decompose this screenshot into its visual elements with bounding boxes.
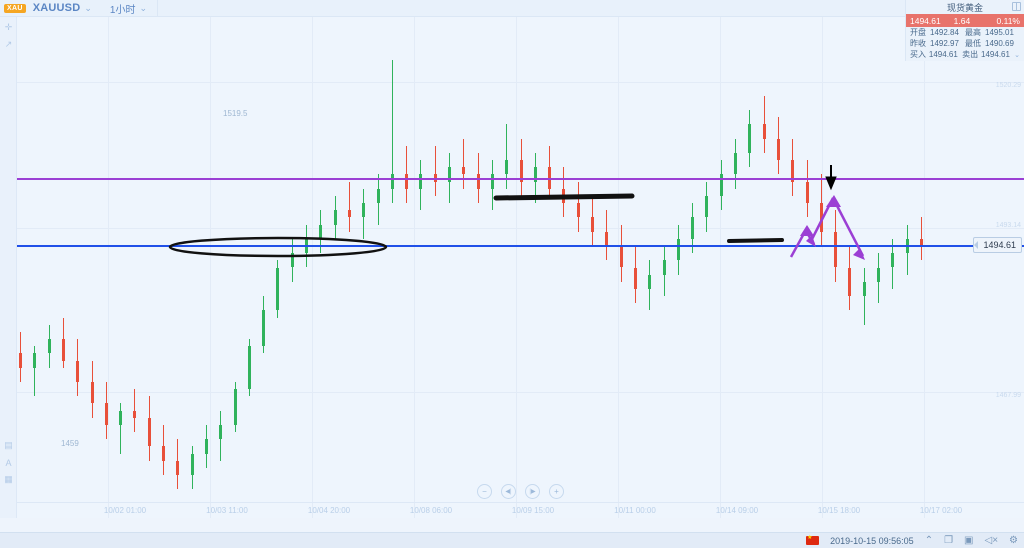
timeframe-chevron-down-icon[interactable]: ⌄ [139,2,147,13]
chart-navigation-buttons: − ◀| |▶ + [17,484,1024,499]
quote-ask-label: 卖出 [962,50,979,59]
gridline-vertical [618,17,619,518]
quote-open-value: 1492.84 [930,28,959,37]
hand-drawn-annotations [168,165,865,260]
quote-row-open-high: 开盘 1492.84 最高 1495.01 [906,27,1024,38]
quote-prevclose-label: 昨收 [910,39,926,48]
quote-low-value: 1490.69 [985,39,1014,48]
price-axis[interactable]: 1520.29 1493.14 1467.99 1494.61 [968,17,1024,518]
chart-toolbar: XAU XAUUSD ⌄ 1小时 ⌄ [0,0,1024,17]
status-bar: 2019-10-15 09:56:05 ⌃ ❐ ▣ ◁× ⚙ [0,532,1024,548]
cn-flag-icon [806,534,820,545]
window-icon[interactable]: ❐ [944,534,954,546]
panel-toggle-icon[interactable] [1012,2,1021,11]
quote-change: 1.64 [953,15,971,26]
time-axis-label: 10/14 09:00 [715,506,759,515]
gridline-vertical [414,17,415,518]
drawing-tools-rail: ✛ ↗ ▤ A ▦ [0,17,17,518]
settings-gear-icon[interactable]: ⚙ [1009,534,1018,546]
quote-row-bid-ask: 买入 1494.61 卖出 1494.61 ⌄ [906,49,1024,60]
speaker-mute-icon[interactable]: ◁× [984,534,999,546]
bearish-marker-arrow [825,165,837,191]
quote-high-label: 最高 [965,28,981,37]
resistance-line[interactable] [17,178,1024,181]
symbol-badge: XAU [4,3,26,13]
quote-last-price: 1494.61 [910,15,941,26]
crosshair-icon[interactable]: ✛ [4,22,13,32]
time-axis[interactable]: 10/02 01:00 10/03 11:00 10/04 20:00 10/0… [17,502,1024,518]
quote-expand-chevron-icon[interactable]: ⌄ [1014,51,1020,59]
quote-header: 现货黄金 [906,0,1024,14]
gridline-horizontal [17,392,1024,393]
measure-icon[interactable]: ▦ [4,474,13,484]
time-axis-label: 10/09 15:00 [511,506,555,515]
price-axis-label: 1520.29 [995,82,1021,89]
scroll-back-button[interactable]: ◀| [501,484,516,499]
gridline-vertical [312,17,313,518]
time-axis-label: 10/03 11:00 [206,506,248,515]
time-axis-label: 10/11 00:00 [614,506,656,515]
zoom-out-button[interactable]: − [477,484,492,499]
trendline-icon[interactable]: ↗ [4,39,13,49]
quote-high-value: 1495.01 [985,28,1014,37]
chart-plot-area[interactable]: 1519.5 1459 [17,17,1024,518]
price-axis-label: 1493.14 [995,222,1021,229]
time-axis-label: 10/02 01:00 [103,506,147,515]
quote-bid-value: 1494.61 [928,50,958,59]
time-axis-label: 10/17 02:00 [919,506,963,515]
status-expand-caret-icon[interactable]: ⌃ [924,534,934,546]
gridline-vertical [516,17,517,518]
quote-title: 现货黄金 [946,2,983,13]
quote-change-percent: 0.11% [996,15,1020,26]
gridline-vertical [924,17,925,518]
price-axis-label: 1467.99 [995,392,1021,399]
time-axis-label: 10/04 20:00 [307,506,351,515]
time-axis-label: 10/15 18:00 [817,506,861,515]
timeframe-label[interactable]: 1小时 [109,4,136,16]
current-price-tag: 1494.61 [973,237,1022,253]
gridline-vertical [210,17,211,518]
gridline-vertical [822,17,823,518]
toolbar-divider [157,0,158,17]
rail-bottom-group: ▤ A ▦ [0,437,17,488]
quote-row-prevclose-low: 昨收 1492.97 最低 1490.69 [906,38,1024,49]
time-axis-label: 10/08 06:00 [409,506,453,515]
indicator-icon[interactable]: ▤ [4,440,13,450]
quote-panel: 现货黄金 1494.61 1.64 0.11% 开盘 1492.84 最高 14… [905,0,1024,61]
status-datetime: 2019-10-15 09:56:05 [830,535,914,546]
scroll-forward-button[interactable]: |▶ [525,484,540,499]
quote-prevclose-value: 1492.97 [930,39,959,48]
gridline-vertical [720,17,721,518]
symbol-name[interactable]: XAUUSD [32,2,81,14]
gridline-horizontal [17,228,1024,229]
zoom-in-button[interactable]: + [549,484,564,499]
rail-top-group: ✛ ↗ [0,19,17,53]
text-tool-icon[interactable]: A [5,457,12,468]
quote-bid-label: 买入 [910,50,926,59]
support-line[interactable] [17,245,1024,248]
gridline-vertical [108,17,109,518]
quote-open-label: 开盘 [910,28,926,37]
period-low-label: 1459 [61,439,79,448]
camera-icon[interactable]: ▣ [964,534,974,546]
quote-low-label: 最低 [965,39,981,48]
support-zone-line [727,238,784,243]
symbol-chevron-down-icon[interactable]: ⌄ [84,2,92,13]
gridline-horizontal [17,82,1024,83]
quote-ask-value: 1494.61 [981,50,1010,59]
quote-last-price-row: 1494.61 1.64 0.11% [906,14,1024,27]
period-high-label: 1519.5 [223,109,248,118]
